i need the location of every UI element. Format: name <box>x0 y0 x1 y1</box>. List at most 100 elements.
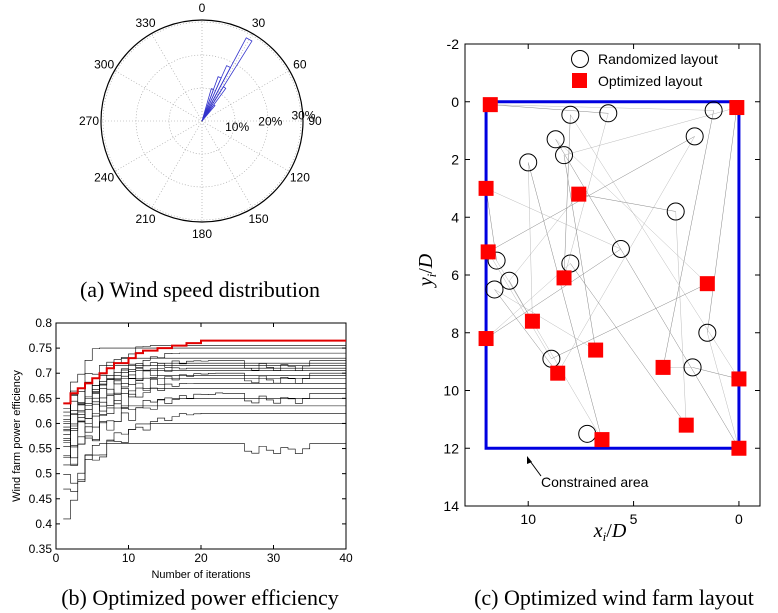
wake-line <box>528 162 533 322</box>
efficiency-run-line <box>63 345 346 458</box>
randomized-turbine <box>683 358 702 377</box>
polar-angle-label: 330 <box>135 16 155 30</box>
randomized-turbine <box>546 130 565 149</box>
wake-line <box>563 155 596 351</box>
randomized-turbine <box>555 146 574 165</box>
polar-spoke <box>151 120 203 209</box>
polar-outer-circle <box>100 19 304 223</box>
optimized-turbine <box>478 331 494 347</box>
randomized-turbine <box>487 251 506 270</box>
polar-angle-label: 60 <box>293 58 307 72</box>
constrained-area-label: Constrained area <box>541 474 649 490</box>
wake-line <box>551 283 708 359</box>
wake-line <box>488 251 552 359</box>
optimized-turbine <box>699 276 715 292</box>
efficiency-run-line <box>63 397 346 465</box>
wake-line <box>485 188 622 250</box>
randomized-turbine <box>599 104 618 123</box>
efficiency-ylabel: Wind farm power efficiency <box>11 370 23 502</box>
efficiency-ytick-label: 0.65 <box>29 391 53 405</box>
efficiency-xtick-label: 30 <box>267 551 281 565</box>
wake-line <box>570 114 740 380</box>
polar-angle-label: 300 <box>94 58 114 72</box>
layout-xtick-label: 0 <box>735 511 743 527</box>
polar-angle-label: 240 <box>94 171 114 185</box>
polar-grid <box>100 19 304 223</box>
efficiency-run-line <box>63 392 346 459</box>
wake-line <box>555 139 740 449</box>
optimized-turbine <box>571 186 587 202</box>
efficiency-run-line <box>63 443 346 520</box>
wake-line <box>563 114 571 278</box>
layout-ytick-label: 6 <box>451 267 459 283</box>
randomized-turbine <box>561 254 580 273</box>
optimized-turbine <box>550 365 566 381</box>
efficiency-run-line <box>63 375 346 432</box>
efficiency-ytick-label: 0.6 <box>35 416 52 430</box>
polar-angle-label: 270 <box>79 114 99 128</box>
optimized-turbine <box>556 270 572 286</box>
wake-lines <box>485 104 740 449</box>
legend-optimized-label: Optimized layout <box>598 73 702 89</box>
polar-angle-label: 180 <box>192 227 212 241</box>
optimized-turbine <box>678 417 694 433</box>
optimized-turbine <box>480 244 496 260</box>
randomized-turbine <box>698 323 717 342</box>
polar-radial-labels: 10% 20% 30% <box>225 108 316 134</box>
randomized-turbine <box>578 424 597 443</box>
layout-ytick-label: 2 <box>451 152 459 168</box>
efficiency-ytick-label: 0.45 <box>29 492 53 506</box>
efficiency-ytick-label: 0.35 <box>29 542 53 556</box>
efficiency-xtick-label: 20 <box>194 551 208 565</box>
layout-ytick-label: 4 <box>451 209 459 225</box>
randomized-turbine <box>485 280 504 299</box>
efficiency-run-line <box>63 377 346 435</box>
layout-xtick-label: 5 <box>630 511 638 527</box>
layout-ytick-label: 8 <box>451 325 459 341</box>
wake-line <box>494 289 596 351</box>
wake-line <box>494 289 558 374</box>
polar-radial-label: 30% <box>291 108 315 122</box>
layout-ytick-label: 12 <box>443 440 459 456</box>
annotation-arrow-head <box>527 456 532 464</box>
polar-angle-label: 30 <box>252 16 266 30</box>
wake-line <box>578 193 676 212</box>
polar-angle-label: 90 <box>308 114 322 128</box>
efficiency-ytick-label: 0.7 <box>35 366 52 380</box>
polar-angle-label: 150 <box>248 212 268 226</box>
efficiency-ytick-label: 0.4 <box>35 517 52 531</box>
layout-xlabel: xi/D <box>593 520 627 544</box>
optimized-turbine <box>482 97 498 113</box>
wake-line <box>527 162 603 440</box>
caption-b: (b) Optimized power efficiency <box>61 585 339 610</box>
efficiency-run-line <box>63 347 346 422</box>
legend-optimized-marker <box>572 73 587 88</box>
polar-angle-label: 210 <box>135 212 155 226</box>
polar-ring <box>168 87 236 155</box>
polar-angle-labels: 0 30 60 90 120 150 180 210 240 270 300 330 <box>79 1 322 241</box>
efficiency-run-line <box>63 352 346 441</box>
polar-spoke <box>114 70 203 122</box>
optimized-turbine <box>729 100 745 116</box>
wake-line <box>570 263 687 426</box>
efficiency-ytick-label: 0.55 <box>29 442 53 456</box>
optimized-turbine <box>588 342 604 358</box>
layout-ytick-label: 0 <box>451 94 459 110</box>
efficiency-ticks: 0 10 20 30 40 0.35 0.4 0.45 0.5 0.55 0.6 0.65 0.7 0.7… <box>29 316 353 565</box>
efficiency-xtick-label: 0 <box>53 551 60 565</box>
randomized-turbine <box>542 349 561 368</box>
polar-spoke <box>201 70 290 122</box>
polar-radial-label: 10% <box>225 120 249 134</box>
randomized-turbine <box>685 127 704 146</box>
polar-angle-label: 0 <box>199 1 206 15</box>
efficiency-ytick-label: 0.8 <box>35 316 52 330</box>
efficiency-xtick-label: 40 <box>339 551 353 565</box>
efficiency-run-line <box>63 423 346 492</box>
wake-line <box>692 367 739 380</box>
polar-bin <box>201 104 216 122</box>
polar-bins <box>201 37 253 122</box>
efficiency-run-line <box>63 413 346 484</box>
optimized-turbine <box>731 371 747 387</box>
randomized-turbine <box>611 240 630 259</box>
